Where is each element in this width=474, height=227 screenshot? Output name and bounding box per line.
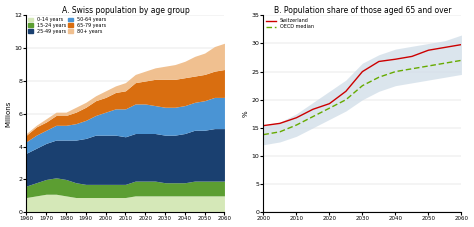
Switzerland	[293, 116, 299, 119]
Switzerland	[310, 108, 316, 111]
OECD median	[360, 84, 365, 87]
Switzerland	[376, 60, 382, 63]
Switzerland	[409, 55, 415, 58]
OECD median	[261, 133, 266, 136]
Y-axis label: %: %	[243, 111, 248, 117]
Switzerland	[459, 43, 465, 46]
Switzerland	[392, 58, 398, 61]
OECD median	[442, 62, 448, 64]
Switzerland	[360, 70, 365, 73]
OECD median	[392, 70, 398, 73]
OECD median	[459, 59, 465, 62]
Legend: Switzerland, OECD median: Switzerland, OECD median	[264, 16, 316, 31]
Line: OECD median: OECD median	[264, 60, 462, 135]
OECD median	[343, 98, 349, 101]
OECD median	[293, 124, 299, 126]
OECD median	[376, 76, 382, 79]
Title: B. Population share of those aged 65 and over: B. Population share of those aged 65 and…	[273, 5, 451, 15]
Switzerland	[343, 90, 349, 93]
OECD median	[426, 65, 431, 67]
Legend: 0-14 years, 15-24 years, 25-49 years, 50-64 years, 65-79 years, 80+ years: 0-14 years, 15-24 years, 25-49 years, 50…	[27, 16, 107, 35]
Y-axis label: Millions: Millions	[6, 101, 11, 127]
Switzerland	[277, 122, 283, 125]
Switzerland	[442, 46, 448, 49]
Switzerland	[327, 102, 332, 105]
Line: Switzerland: Switzerland	[264, 44, 462, 126]
Switzerland	[426, 49, 431, 52]
OECD median	[277, 131, 283, 133]
OECD median	[327, 107, 332, 110]
OECD median	[409, 67, 415, 70]
OECD median	[310, 115, 316, 118]
Title: A. Swiss population by age group: A. Swiss population by age group	[62, 5, 189, 15]
Switzerland	[261, 124, 266, 127]
